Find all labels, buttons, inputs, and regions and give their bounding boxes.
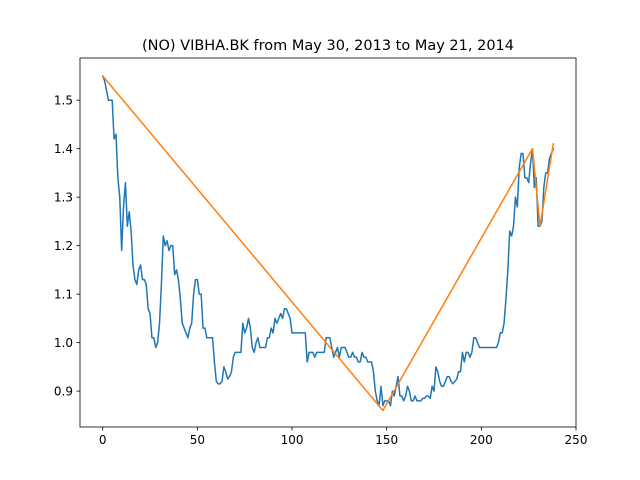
chart-title: (NO) VIBHA.BK from May 30, 2013 to May 2… bbox=[142, 38, 514, 54]
x-tick-label: 0 bbox=[99, 433, 107, 447]
y-tick-label: 1.2 bbox=[54, 239, 73, 253]
y-tick-label: 1.4 bbox=[54, 142, 73, 156]
y-tick-label: 0.9 bbox=[54, 385, 73, 399]
series-line-2 bbox=[101, 74, 555, 412]
series-layer bbox=[101, 74, 555, 412]
y-tick-label: 1.1 bbox=[54, 288, 73, 302]
y-tick-label: 1.0 bbox=[54, 336, 73, 350]
plot-frame bbox=[79, 57, 577, 428]
series-line-1 bbox=[101, 74, 555, 407]
x-tick-label: 200 bbox=[470, 433, 493, 447]
y-tick-label: 1.5 bbox=[54, 94, 73, 108]
y-tick-label: 1.3 bbox=[54, 191, 73, 205]
x-tick-label: 250 bbox=[565, 433, 588, 447]
x-tick-label: 100 bbox=[281, 433, 304, 447]
axes-layer: 0 50 100 150 200 250 0.9 1.0 1.1 1.2 1.3 1.4 1.5 bbox=[54, 57, 588, 447]
x-tick-label: 50 bbox=[190, 433, 205, 447]
plot-area bbox=[80, 58, 576, 427]
x-tick-label: 150 bbox=[375, 433, 398, 447]
